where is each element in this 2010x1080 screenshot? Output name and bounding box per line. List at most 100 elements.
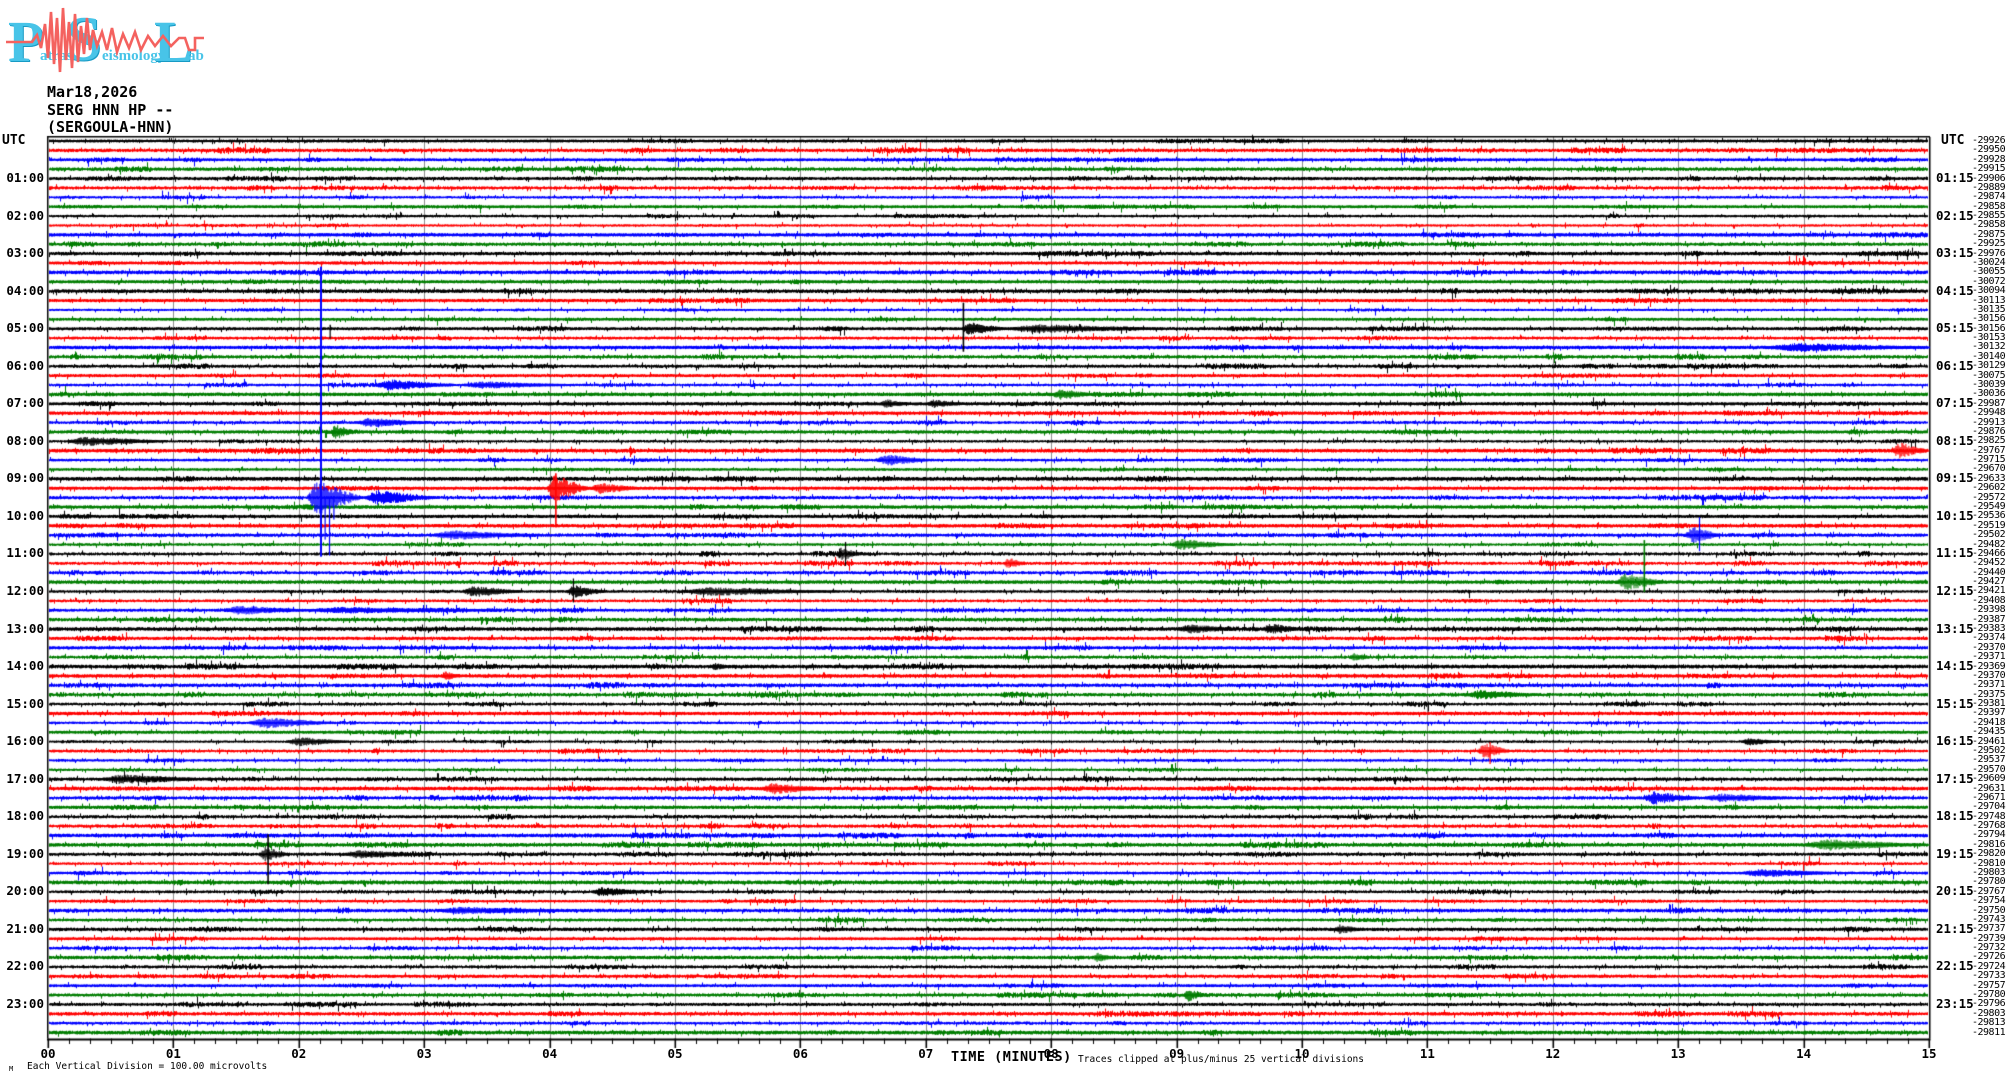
trace-count-20: -30156 [1972, 322, 2006, 334]
trace-count-33: -29767 [1972, 444, 2006, 456]
x-label-15: 15 [1921, 1046, 1937, 1061]
trace-count-73: -29768 [1972, 820, 2006, 832]
trace-count-6: -29874 [1972, 191, 2006, 203]
hour-label-right-11:15: 11:15 [1936, 545, 1974, 561]
hour-label-right-18:15: 18:15 [1936, 808, 1974, 824]
trace-count-83: -29743 [1972, 913, 2006, 925]
trace-count-51: -29387 [1972, 613, 2006, 625]
x-label-06: 06 [792, 1046, 808, 1061]
x-label-08: 08 [1043, 1046, 1059, 1061]
trace-count-9: -29858 [1972, 219, 2006, 231]
trace-count-86: -29732 [1972, 942, 2006, 954]
utc-label-left: UTC [2, 133, 26, 148]
trace-count-65: -29502 [1972, 745, 2006, 757]
trace-count-78: -29803 [1972, 867, 2006, 879]
trace-count-4: -29906 [1972, 172, 2006, 184]
hour-label-right-15:15: 15:15 [1936, 695, 1974, 711]
x-label-10: 10 [1294, 1046, 1310, 1061]
trace-count-52: -29383 [1972, 623, 2006, 635]
hour-label-left-21:00: 21:00 [6, 920, 44, 936]
hour-label-left-06:00: 06:00 [6, 357, 44, 373]
trace-count-38: -29572 [1972, 491, 2006, 503]
trace-count-80: -29767 [1972, 885, 2006, 897]
x-label-09: 09 [1169, 1046, 1185, 1061]
hour-label-left-08:00: 08:00 [6, 432, 44, 448]
hour-label-right-23:15: 23:15 [1936, 995, 1974, 1011]
hour-label-right-13:15: 13:15 [1936, 620, 1974, 636]
trace-count-35: -29670 [1972, 463, 2006, 475]
trace-count-27: -30036 [1972, 388, 2006, 400]
hour-label-left-02:00: 02:00 [6, 207, 44, 223]
hour-label-right-10:15: 10:15 [1936, 507, 1974, 523]
trace-count-59: -29375 [1972, 688, 2006, 700]
hour-label-left-03:00: 03:00 [6, 245, 44, 261]
hour-label-right-14:15: 14:15 [1936, 658, 1974, 674]
trace-count-29: -29948 [1972, 407, 2006, 419]
trace-count-34: -29715 [1972, 454, 2006, 466]
trace-count-32: -29825 [1972, 435, 2006, 447]
trace-count-19: -30156 [1972, 313, 2006, 325]
trace-count-47: -29427 [1972, 576, 2006, 588]
trace-count-56: -29369 [1972, 660, 2006, 672]
trace-count-5: -29889 [1972, 181, 2006, 193]
trace-count-72: -29748 [1972, 810, 2006, 822]
trace-count-76: -29820 [1972, 848, 2006, 860]
trace-count-15: -30072 [1972, 275, 2006, 287]
trace-count-28: -29987 [1972, 397, 2006, 409]
trace-count-14: -30055 [1972, 266, 2006, 278]
hour-label-right-20:15: 20:15 [1936, 883, 1974, 899]
trace-count-23: -30140 [1972, 350, 2006, 362]
channel-id: SERG HNN HP -- [47, 100, 174, 119]
trace-count-50: -29398 [1972, 604, 2006, 616]
hour-label-right-02:15: 02:15 [1936, 207, 1974, 223]
scale-mark: M [9, 1065, 14, 1073]
logo-seismic-trace-icon [6, 7, 204, 73]
trace-count-64: -29461 [1972, 735, 2006, 747]
trace-count-41: -29519 [1972, 519, 2006, 531]
trace-count-57: -29370 [1972, 669, 2006, 681]
hour-label-left-20:00: 20:00 [6, 883, 44, 899]
x-label-11: 11 [1419, 1046, 1435, 1061]
trace-count-88: -29724 [1972, 960, 2006, 972]
trace-count-1: -29950 [1972, 144, 2006, 156]
hour-label-left-10:00: 10:00 [6, 507, 44, 523]
trace-count-93: -29803 [1972, 1007, 2006, 1019]
trace-count-26: -30039 [1972, 379, 2006, 390]
station-name: (SERGOULA-HNN) [47, 118, 174, 136]
hour-label-right-01:15: 01:15 [1936, 170, 1974, 186]
trace-count-0: -29926 [1972, 135, 2006, 146]
trace-count-12: -29976 [1972, 247, 2006, 259]
trace-count-24: -30129 [1972, 360, 2006, 372]
trace-count-40: -29536 [1972, 510, 2006, 522]
hour-label-left-12:00: 12:00 [6, 582, 44, 598]
hour-label-right-21:15: 21:15 [1936, 920, 1974, 936]
x-label-14: 14 [1796, 1046, 1812, 1061]
trace-count-91: -29780 [1972, 989, 2006, 1001]
trace-count-75: -29816 [1972, 838, 2006, 850]
trace-count-79: -29780 [1972, 876, 2006, 888]
hour-label-right-12:15: 12:15 [1936, 582, 1974, 598]
trace-count-68: -29609 [1972, 773, 2006, 785]
trace-count-8: -29855 [1972, 210, 2006, 222]
trace-count-70: -29671 [1972, 791, 2006, 803]
trace-count-61: -29397 [1972, 707, 2006, 719]
trace-count-11: -29925 [1972, 238, 2006, 250]
trace-count-22: -30132 [1972, 341, 2006, 353]
trace-count-90: -29757 [1972, 979, 2006, 991]
trace-count-94: -29813 [1972, 1017, 2006, 1029]
hour-label-left-13:00: 13:00 [6, 620, 44, 636]
hour-label-left-09:00: 09:00 [6, 470, 44, 486]
x-label-02: 02 [291, 1046, 307, 1061]
hour-label-right-03:15: 03:15 [1936, 245, 1974, 261]
psl-logo: P atras S eismology L ab [4, 2, 210, 78]
trace-count-81: -29754 [1972, 895, 2006, 907]
vertical-scale-note: Each Vertical Division = 100.00 microvol… [27, 1061, 268, 1072]
trace-count-39: -29549 [1972, 501, 2006, 512]
trace-count-69: -29631 [1972, 782, 2006, 794]
hour-label-right-07:15: 07:15 [1936, 395, 1974, 411]
hour-label-right-22:15: 22:15 [1936, 958, 1974, 974]
trace-count-13: -30024 [1972, 257, 2006, 268]
hour-label-left-14:00: 14:00 [6, 658, 44, 674]
x-label-12: 12 [1545, 1046, 1561, 1061]
